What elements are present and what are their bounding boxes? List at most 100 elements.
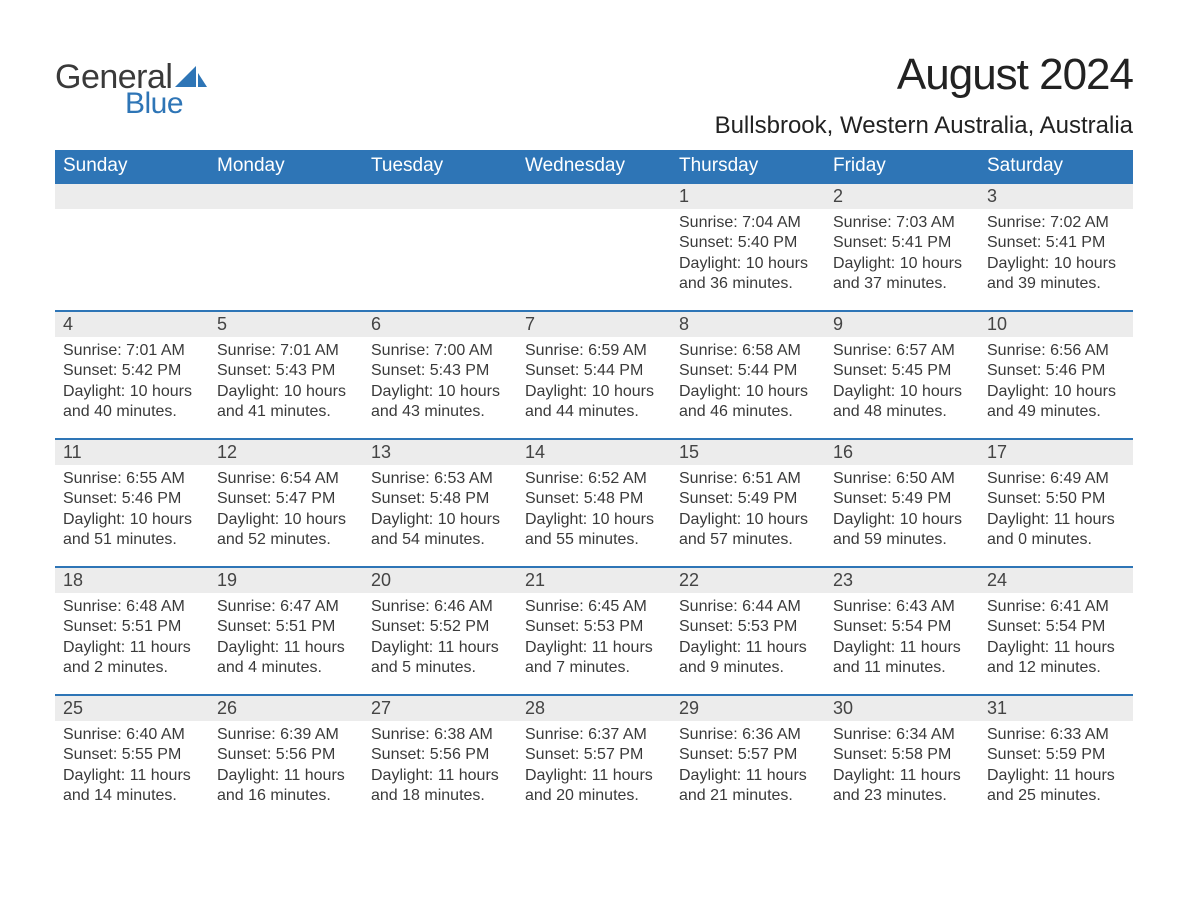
detail-line: Daylight: 11 hours bbox=[217, 638, 355, 658]
day-number: 13 bbox=[363, 438, 517, 465]
detail-line: Sunrise: 6:51 AM bbox=[679, 469, 817, 489]
calendar-cell: 15Sunrise: 6:51 AMSunset: 5:49 PMDayligh… bbox=[671, 438, 825, 566]
detail-line: Sunset: 5:53 PM bbox=[525, 617, 663, 637]
day-number: 30 bbox=[825, 694, 979, 721]
day-number: 8 bbox=[671, 310, 825, 337]
day-details: Sunrise: 6:53 AMSunset: 5:48 PMDaylight:… bbox=[363, 465, 517, 557]
logo: General Blue bbox=[55, 50, 208, 121]
detail-line: Sunset: 5:46 PM bbox=[987, 361, 1125, 381]
detail-line: Sunset: 5:56 PM bbox=[217, 745, 355, 765]
day-header-row: SundayMondayTuesdayWednesdayThursdayFrid… bbox=[55, 150, 1133, 182]
detail-line: and 54 minutes. bbox=[371, 530, 509, 550]
detail-line: Sunset: 5:48 PM bbox=[525, 489, 663, 509]
detail-line: Sunrise: 6:40 AM bbox=[63, 725, 201, 745]
day-number: . bbox=[209, 182, 363, 209]
detail-line: Sunset: 5:50 PM bbox=[987, 489, 1125, 509]
detail-line: Sunrise: 6:56 AM bbox=[987, 341, 1125, 361]
detail-line: Sunrise: 6:49 AM bbox=[987, 469, 1125, 489]
day-number: 17 bbox=[979, 438, 1133, 465]
calendar-cell: 5Sunrise: 7:01 AMSunset: 5:43 PMDaylight… bbox=[209, 310, 363, 438]
day-details: Sunrise: 6:56 AMSunset: 5:46 PMDaylight:… bbox=[979, 337, 1133, 429]
day-header: Thursday bbox=[671, 150, 825, 182]
detail-line: Daylight: 10 hours bbox=[679, 254, 817, 274]
day-number: 4 bbox=[55, 310, 209, 337]
detail-line: Sunrise: 6:38 AM bbox=[371, 725, 509, 745]
detail-line: and 16 minutes. bbox=[217, 786, 355, 806]
detail-line: and 7 minutes. bbox=[525, 658, 663, 678]
detail-line: Sunrise: 7:01 AM bbox=[63, 341, 201, 361]
day-details: Sunrise: 7:01 AMSunset: 5:43 PMDaylight:… bbox=[209, 337, 363, 429]
detail-line: Sunrise: 6:59 AM bbox=[525, 341, 663, 361]
detail-line: and 43 minutes. bbox=[371, 402, 509, 422]
detail-line: Sunset: 5:56 PM bbox=[371, 745, 509, 765]
detail-line: Daylight: 11 hours bbox=[987, 766, 1125, 786]
detail-line: and 20 minutes. bbox=[525, 786, 663, 806]
day-number: 6 bbox=[363, 310, 517, 337]
calendar-cell: 26Sunrise: 6:39 AMSunset: 5:56 PMDayligh… bbox=[209, 694, 363, 822]
detail-line: Sunset: 5:48 PM bbox=[371, 489, 509, 509]
day-number: 26 bbox=[209, 694, 363, 721]
detail-line: and 44 minutes. bbox=[525, 402, 663, 422]
detail-line: Daylight: 10 hours bbox=[833, 382, 971, 402]
day-details: Sunrise: 6:43 AMSunset: 5:54 PMDaylight:… bbox=[825, 593, 979, 685]
detail-line: Sunset: 5:58 PM bbox=[833, 745, 971, 765]
detail-line: Daylight: 10 hours bbox=[833, 254, 971, 274]
calendar-cell: 29Sunrise: 6:36 AMSunset: 5:57 PMDayligh… bbox=[671, 694, 825, 822]
calendar-cell: 27Sunrise: 6:38 AMSunset: 5:56 PMDayligh… bbox=[363, 694, 517, 822]
detail-line: and 51 minutes. bbox=[63, 530, 201, 550]
title-block: August 2024 Bullsbrook, Western Australi… bbox=[715, 50, 1133, 140]
detail-line: Sunset: 5:41 PM bbox=[833, 233, 971, 253]
day-number: 5 bbox=[209, 310, 363, 337]
detail-line: Sunset: 5:47 PM bbox=[217, 489, 355, 509]
detail-line: Sunrise: 6:41 AM bbox=[987, 597, 1125, 617]
detail-line: Sunrise: 6:50 AM bbox=[833, 469, 971, 489]
day-details: Sunrise: 6:47 AMSunset: 5:51 PMDaylight:… bbox=[209, 593, 363, 685]
detail-line: Sunrise: 6:37 AM bbox=[525, 725, 663, 745]
day-number: 20 bbox=[363, 566, 517, 593]
detail-line: and 0 minutes. bbox=[987, 530, 1125, 550]
detail-line: and 5 minutes. bbox=[371, 658, 509, 678]
detail-line: Daylight: 11 hours bbox=[679, 766, 817, 786]
day-header: Tuesday bbox=[363, 150, 517, 182]
detail-line: Daylight: 10 hours bbox=[371, 382, 509, 402]
detail-line: Sunrise: 6:45 AM bbox=[525, 597, 663, 617]
detail-line: Sunrise: 6:33 AM bbox=[987, 725, 1125, 745]
calendar-table: SundayMondayTuesdayWednesdayThursdayFrid… bbox=[55, 150, 1133, 822]
detail-line: and 23 minutes. bbox=[833, 786, 971, 806]
calendar-cell: 23Sunrise: 6:43 AMSunset: 5:54 PMDayligh… bbox=[825, 566, 979, 694]
calendar-week-row: 11Sunrise: 6:55 AMSunset: 5:46 PMDayligh… bbox=[55, 438, 1133, 566]
detail-line: Sunset: 5:57 PM bbox=[679, 745, 817, 765]
day-header: Wednesday bbox=[517, 150, 671, 182]
calendar-cell: 25Sunrise: 6:40 AMSunset: 5:55 PMDayligh… bbox=[55, 694, 209, 822]
calendar-cell: . bbox=[517, 182, 671, 310]
detail-line: Sunrise: 6:39 AM bbox=[217, 725, 355, 745]
detail-line: and 2 minutes. bbox=[63, 658, 201, 678]
day-header: Friday bbox=[825, 150, 979, 182]
day-details: Sunrise: 6:38 AMSunset: 5:56 PMDaylight:… bbox=[363, 721, 517, 813]
detail-line: Sunrise: 7:04 AM bbox=[679, 213, 817, 233]
calendar-cell: 12Sunrise: 6:54 AMSunset: 5:47 PMDayligh… bbox=[209, 438, 363, 566]
day-number: . bbox=[363, 182, 517, 209]
logo-text-blue: Blue bbox=[125, 87, 208, 121]
detail-line: Daylight: 10 hours bbox=[371, 510, 509, 530]
detail-line: Sunset: 5:46 PM bbox=[63, 489, 201, 509]
detail-line: Sunrise: 6:44 AM bbox=[679, 597, 817, 617]
day-number: 18 bbox=[55, 566, 209, 593]
day-number: 22 bbox=[671, 566, 825, 593]
detail-line: Sunset: 5:51 PM bbox=[63, 617, 201, 637]
day-details: Sunrise: 6:45 AMSunset: 5:53 PMDaylight:… bbox=[517, 593, 671, 685]
detail-line: Sunset: 5:45 PM bbox=[833, 361, 971, 381]
detail-line: and 57 minutes. bbox=[679, 530, 817, 550]
day-details: Sunrise: 6:36 AMSunset: 5:57 PMDaylight:… bbox=[671, 721, 825, 813]
day-number: 14 bbox=[517, 438, 671, 465]
calendar-cell: 17Sunrise: 6:49 AMSunset: 5:50 PMDayligh… bbox=[979, 438, 1133, 566]
detail-line: Sunrise: 7:02 AM bbox=[987, 213, 1125, 233]
detail-line: Sunset: 5:53 PM bbox=[679, 617, 817, 637]
detail-line: and 49 minutes. bbox=[987, 402, 1125, 422]
detail-line: Sunset: 5:52 PM bbox=[371, 617, 509, 637]
detail-line: and 11 minutes. bbox=[833, 658, 971, 678]
day-details: Sunrise: 7:03 AMSunset: 5:41 PMDaylight:… bbox=[825, 209, 979, 301]
detail-line: Daylight: 11 hours bbox=[525, 638, 663, 658]
day-details: Sunrise: 6:55 AMSunset: 5:46 PMDaylight:… bbox=[55, 465, 209, 557]
day-details: Sunrise: 7:00 AMSunset: 5:43 PMDaylight:… bbox=[363, 337, 517, 429]
